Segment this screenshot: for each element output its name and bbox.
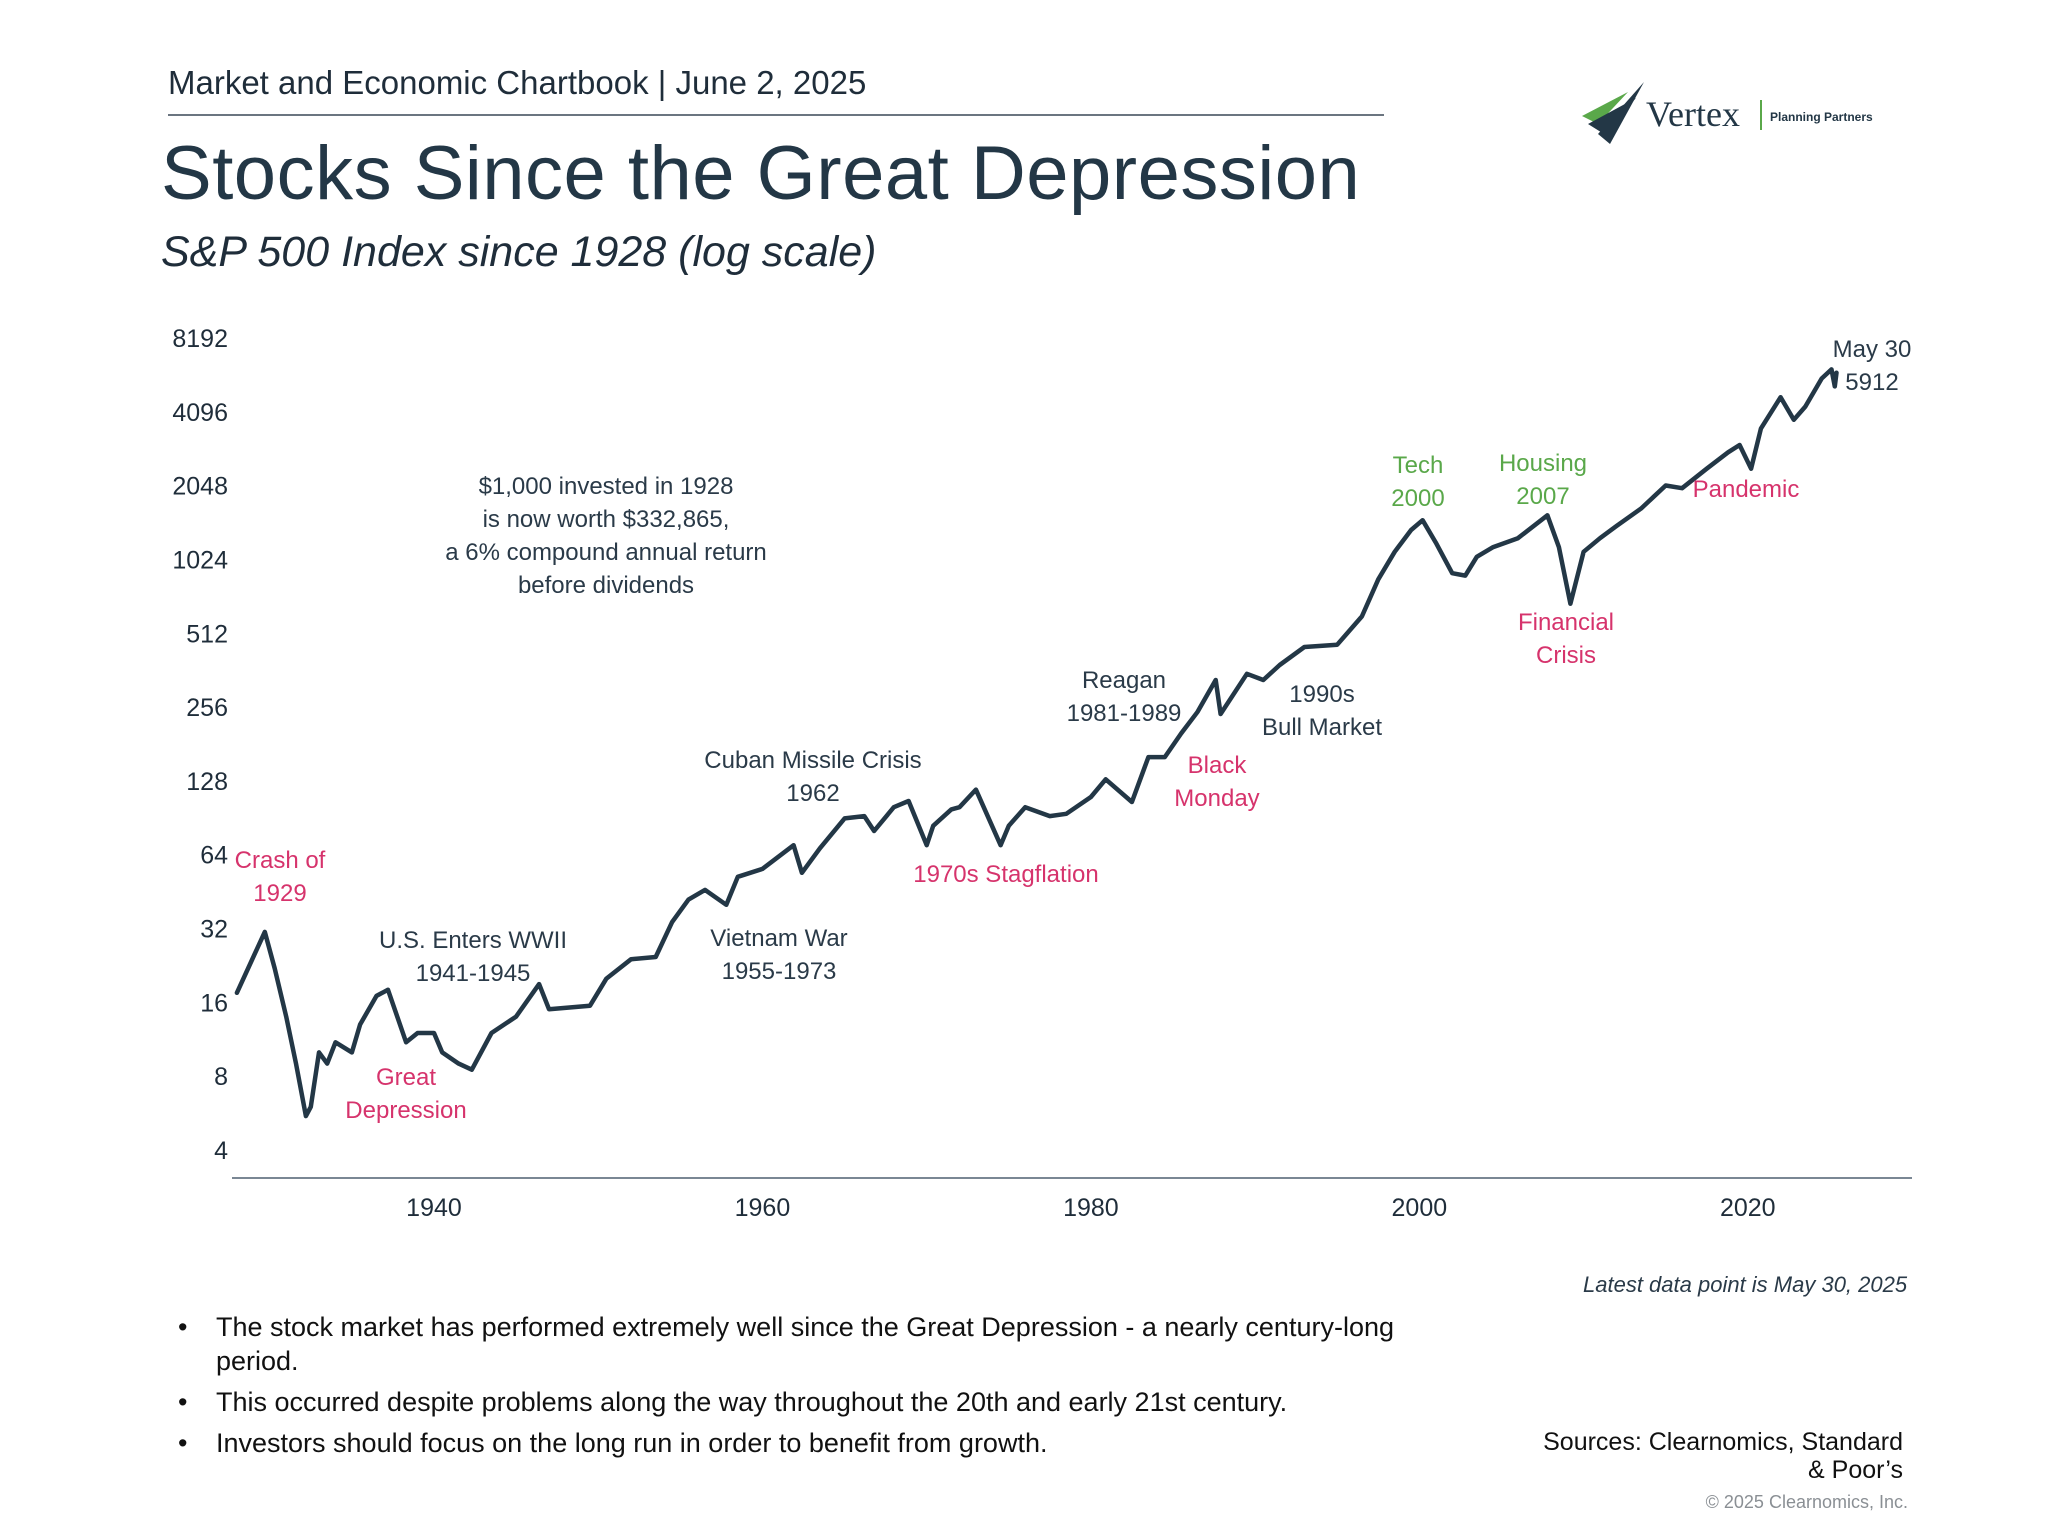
annotation-line: 1955-1973	[722, 958, 837, 985]
y-axis: 8192 4096 2048 1024 512 256 128 64 32 16 8 4	[172, 325, 228, 1165]
annotation-label: $1,000 invested in 1928 is now worth $332…	[445, 473, 767, 599]
x-tick-label: 2000	[1392, 1194, 1448, 1222]
y-tick-label: 64	[200, 842, 228, 870]
annotations: Crash of 1929 Great Depression U.S. Enters W…	[235, 336, 1912, 1124]
bullet-item: Investors should focus on the long run i…	[176, 1426, 1416, 1460]
annotation-label: Tech 2000	[1391, 452, 1444, 512]
x-tick-label: 1960	[735, 1194, 791, 1222]
bullet-item: This occurred despite problems along the…	[176, 1385, 1416, 1419]
x-tick-label: 1980	[1063, 1194, 1119, 1222]
annotation-line: Crisis	[1536, 642, 1596, 669]
vertex-logo: Vertex Planning Partners	[1582, 82, 1873, 144]
y-tick-label: 16	[200, 989, 228, 1017]
chartbook-header: Market and Economic Chartbook | June 2, …	[168, 64, 867, 101]
header-divider	[168, 114, 1384, 116]
annotation-line: Monday	[1174, 785, 1259, 812]
annotation-label: 1990s Bull Market	[1262, 681, 1382, 741]
y-tick-label: 1024	[172, 546, 228, 574]
annotation-line: 5912	[1845, 369, 1898, 396]
x-tick-label: 1940	[406, 1194, 462, 1222]
sources-note: Sources: Clearnomics, Standard & Poor’s	[1543, 1428, 1903, 1484]
annotation-line: Pandemic	[1693, 476, 1800, 503]
annotation-line: Vietnam War	[710, 925, 847, 952]
y-tick-label: 8192	[172, 325, 228, 353]
annotation-line: $1,000 invested in 1928	[479, 473, 734, 500]
y-tick-label: 8	[214, 1063, 228, 1091]
takeaways-list: The stock market has performed extremely…	[176, 1310, 1416, 1467]
sp500-series-line	[234, 367, 1839, 1119]
annotation-line: May 30	[1833, 336, 1912, 363]
annotation-line: 1981-1989	[1067, 700, 1182, 727]
annotation-line: Bull Market	[1262, 714, 1382, 741]
vertex-logo-mark-icon	[1582, 82, 1644, 144]
annotation-line: before dividends	[518, 572, 694, 599]
annotation-label: Black Monday	[1174, 752, 1259, 812]
annotation-label: Crash of 1929	[235, 847, 326, 907]
annotation-line: Cuban Missile Crisis	[704, 747, 921, 774]
annotation-line: a 6% compound annual return	[445, 539, 767, 566]
annotation-label: Housing 2007	[1499, 450, 1587, 510]
annotation-label: Great Depression	[345, 1064, 466, 1124]
y-tick-label: 2048	[172, 473, 228, 501]
copyright: © 2025 Clearnomics, Inc.	[1705, 1492, 1908, 1512]
chart-subtitle: S&P 500 Index since 1928 (log scale)	[161, 228, 877, 276]
y-tick-label: 4	[214, 1137, 228, 1165]
annotation-line: is now worth $332,865,	[483, 506, 730, 533]
annotation-label: Cuban Missile Crisis 1962	[704, 747, 921, 807]
annotation-line: 1990s	[1289, 681, 1354, 708]
annotation-label: Reagan 1981-1989	[1067, 667, 1182, 727]
logo-name: Vertex	[1646, 94, 1740, 134]
annotation-line: Crash of	[235, 847, 326, 874]
annotation-label: U.S. Enters WWII 1941-1945	[379, 927, 567, 987]
y-tick-label: 256	[186, 694, 228, 722]
annotation-line: Great	[376, 1064, 436, 1091]
annotation-line: 1962	[786, 780, 839, 807]
annotation-label: May 30 5912	[1833, 336, 1912, 396]
latest-data-note: Latest data point is May 30, 2025	[1583, 1272, 1908, 1297]
x-tick-label: 2020	[1720, 1194, 1776, 1222]
y-tick-label: 32	[200, 916, 228, 944]
annotation-line: U.S. Enters WWII	[379, 927, 567, 954]
annotation-line: Reagan	[1082, 667, 1166, 694]
annotation-label: Financial Crisis	[1518, 609, 1614, 669]
annotation-line: 1970s Stagflation	[913, 861, 1098, 888]
annotation-line: 2000	[1391, 485, 1444, 512]
x-axis: 1940 1960 1980 2000 2020	[406, 1194, 1775, 1222]
annotation-label: Pandemic	[1693, 476, 1800, 503]
annotation-label: 1970s Stagflation	[913, 861, 1098, 888]
y-tick-label: 128	[186, 768, 228, 796]
annotation-line: Tech	[1393, 452, 1444, 479]
annotation-line: 1941-1945	[416, 960, 531, 987]
y-tick-label: 4096	[172, 399, 228, 427]
annotation-line: 2007	[1516, 483, 1569, 510]
annotation-line: Financial	[1518, 609, 1614, 636]
bullet-item: The stock market has performed extremely…	[176, 1310, 1416, 1378]
annotation-label: Vietnam War 1955-1973	[710, 925, 847, 985]
annotation-line: Black	[1188, 752, 1248, 779]
page-title: Stocks Since the Great Depression	[161, 131, 1361, 216]
annotation-line: Depression	[345, 1097, 466, 1124]
y-tick-label: 512	[186, 620, 228, 648]
annotation-line: Housing	[1499, 450, 1587, 477]
logo-tagline: Planning Partners	[1770, 110, 1873, 124]
annotation-line: 1929	[253, 880, 306, 907]
